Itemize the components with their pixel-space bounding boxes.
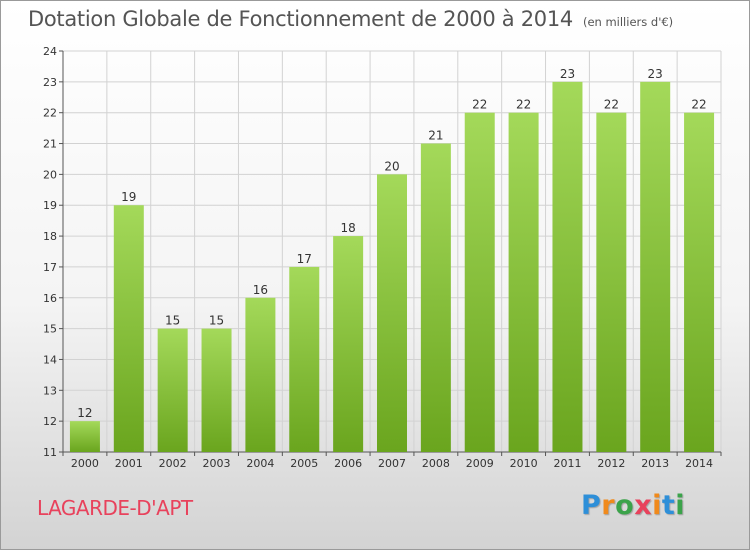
data-labels: 12 19 15 15 16 17 18 20 21 22 22 23 22 23 22 — [77, 67, 706, 420]
logo-letter: i — [675, 490, 686, 521]
chart-title-text: Dotation Globale de Fonctionnement de 20… — [28, 7, 573, 31]
data-label: 19 — [121, 190, 136, 204]
bar[interactable] — [157, 328, 188, 452]
data-label: 20 — [384, 159, 399, 173]
logo-letter: r — [601, 490, 616, 521]
bar[interactable] — [596, 112, 627, 452]
data-label: 22 — [691, 98, 706, 112]
y-tick-label: 17 — [43, 261, 57, 274]
y-tick-label: 11 — [43, 446, 57, 459]
bar[interactable] — [420, 143, 451, 453]
chart-title: Dotation Globale de Fonctionnement de 20… — [28, 7, 673, 31]
x-tick-label: 2011 — [553, 457, 581, 470]
x-tick-labels: 2000 2001 2002 2003 2004 2005 2006 2007 2008 2009… — [71, 457, 713, 470]
bars — [69, 81, 715, 453]
logo-letter: i — [652, 490, 662, 521]
bar[interactable] — [508, 112, 539, 452]
bar[interactable] — [69, 421, 100, 452]
x-tick-label: 2004 — [246, 457, 274, 470]
bar[interactable] — [245, 297, 276, 452]
data-label: 22 — [516, 98, 531, 112]
commune-name: LAGARDE-D'APT — [37, 496, 193, 520]
y-tick-label: 18 — [43, 230, 57, 243]
y-tick-label: 13 — [43, 384, 57, 397]
x-tick-label: 2008 — [422, 457, 450, 470]
x-tick-label: 2007 — [378, 457, 406, 470]
bar[interactable] — [113, 205, 144, 452]
bar[interactable] — [289, 266, 320, 452]
data-label: 21 — [428, 129, 443, 143]
y-tick-label: 14 — [43, 353, 57, 366]
y-tick-label: 20 — [43, 168, 57, 181]
data-label: 18 — [340, 221, 355, 235]
x-tick-label: 2002 — [159, 457, 187, 470]
x-tick-label: 2000 — [71, 457, 99, 470]
data-label: 22 — [472, 98, 487, 112]
logo-letter: o — [615, 490, 635, 521]
data-label: 22 — [604, 98, 619, 112]
data-label: 15 — [209, 314, 224, 328]
y-tick-label: 16 — [43, 292, 57, 305]
logo-letter: x — [634, 490, 653, 521]
y-tick-label: 12 — [43, 415, 57, 428]
data-label: 12 — [77, 406, 92, 420]
y-tick-label: 15 — [43, 323, 57, 336]
x-tick-label: 2009 — [466, 457, 494, 470]
x-tick-label: 2014 — [685, 457, 713, 470]
data-label: 23 — [648, 67, 663, 81]
y-tick-label: 24 — [43, 45, 57, 58]
x-tick-label: 2012 — [597, 457, 625, 470]
x-tick-label: 2006 — [334, 457, 362, 470]
proxiti-logo[interactable]: Proxiti — [581, 490, 685, 521]
logo-letter: t — [661, 490, 676, 521]
chart-subtitle: (en milliers d'€) — [582, 15, 674, 29]
y-tick-label: 21 — [43, 138, 57, 151]
bar[interactable] — [684, 112, 715, 452]
data-label: 15 — [165, 314, 180, 328]
data-label: 16 — [253, 283, 268, 297]
y-tick-label: 22 — [43, 107, 57, 120]
x-tick-label: 2010 — [510, 457, 538, 470]
data-label: 17 — [297, 252, 312, 266]
y-tick-label: 23 — [43, 76, 57, 89]
bar[interactable] — [333, 236, 364, 452]
logo-letter: P — [581, 490, 602, 521]
bar[interactable] — [552, 81, 583, 452]
x-tick-label: 2001 — [115, 457, 143, 470]
x-tick-label: 2013 — [641, 457, 669, 470]
bar[interactable] — [640, 81, 671, 452]
x-tick-label: 2005 — [290, 457, 318, 470]
bar[interactable] — [464, 112, 495, 452]
bar[interactable] — [201, 328, 232, 452]
y-tick-labels: 11 12 13 14 15 16 17 18 19 20 21 22 23 24 — [43, 45, 57, 459]
bar[interactable] — [377, 174, 407, 452]
data-label: 23 — [560, 67, 575, 81]
x-tick-label: 2003 — [203, 457, 231, 470]
y-tick-label: 19 — [43, 199, 57, 212]
